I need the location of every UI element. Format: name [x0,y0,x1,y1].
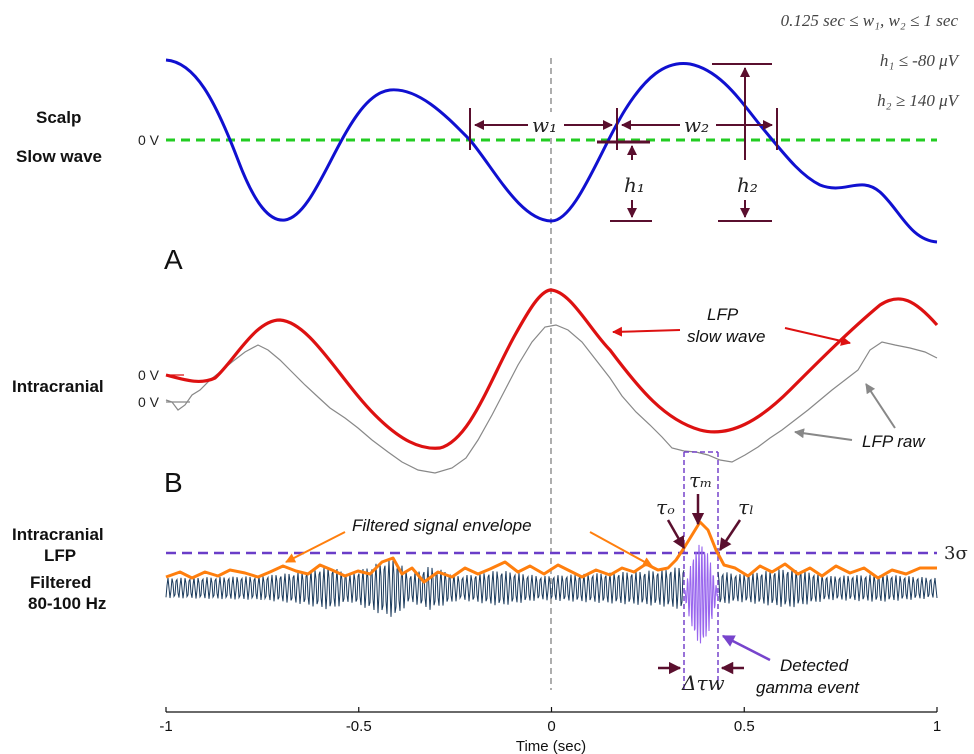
w1-measurement [469,108,618,150]
w2-measurement [621,108,778,150]
w1-label: w₁ [532,113,557,137]
lfp-raw-trace [165,324,938,474]
zero-label-lfp-raw: 0 V [138,394,160,410]
lfp-slow-arrow-right [784,327,851,346]
envelope-arrow-left [285,531,346,563]
criteria-h1: h₁ ≤ -80 μV [880,51,961,70]
tau-m-label: τₘ [689,468,712,492]
lfp-raw-arrow-up [865,383,896,429]
lfp-raw-arrow-left [794,428,853,441]
lfp-slow-label-2: slow wave [687,327,765,346]
x-tick-label: 0.5 [734,718,755,735]
tau-o-arrow [666,519,686,550]
tau-l-arrow [718,519,742,552]
filtered-label-1: Filtered [30,573,91,592]
w2-label: w₂ [684,113,709,137]
sigma-label: 3σ [944,543,968,564]
zero-label-lfp-slow: 0 V [138,367,160,383]
detected-gamma-burst [683,544,719,644]
lfp-slow-arrow-left [612,326,681,337]
envelope-arrow-right [589,531,653,567]
scalp-slow-wave [165,58,938,244]
h1-measurement [597,140,652,222]
lfp-raw-label: LFP raw [862,432,926,451]
h2-measurement [712,63,772,222]
criteria-h2: h₂ ≥ 140 μV [877,91,961,110]
tau-l-label: τₗ [738,495,754,519]
x-tick-label: 1 [933,718,941,735]
x-axis: -1 -0.5 0 0.5 1 Time (sec) [159,707,941,754]
slow-wave-label: Slow wave [16,147,102,166]
x-tick-label: -1 [159,718,172,735]
lfp-slow-label-1: LFP [707,305,739,324]
delta-tau-label: Δτw [681,671,725,695]
h2-label: h₂ [737,173,758,197]
gamma-event-window [683,451,719,690]
detected-event-label-2: gamma event [756,678,860,697]
intracranial-lfp-label-1: Intracranial [12,525,104,544]
criteria-w: 0.125 sec ≤ w₁, w₂ ≤ 1 sec [781,11,959,30]
panel-label-a: A [164,244,183,275]
scalp-label: Scalp [36,108,81,127]
intracranial-label: Intracranial [12,377,104,396]
lfp-slow-wave [165,288,939,450]
filtered-label-2: 80-100 Hz [28,594,106,613]
zero-label-scalp: 0 V [138,132,160,148]
envelope-label: Filtered signal envelope [352,516,532,535]
x-tick-label: -0.5 [346,718,372,735]
intracranial-lfp-label-2: LFP [44,546,76,565]
panel-label-b: B [164,467,183,498]
detected-event-label-1: Detected [780,656,849,675]
h1-label: h₁ [624,173,645,197]
filtered-gamma-signal [165,559,938,617]
filtered-signal-envelope [165,520,937,584]
detected-event-arrow [721,634,771,662]
x-tick-label: 0 [547,718,555,735]
tau-o-label: τₒ [656,495,675,519]
x-axis-title: Time (sec) [516,738,586,754]
